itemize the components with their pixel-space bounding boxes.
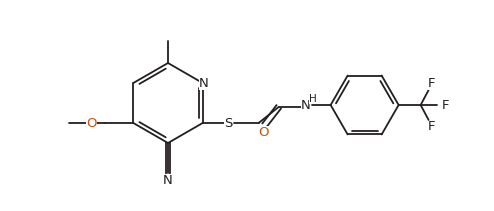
Text: H: H [309,94,317,104]
Text: N: N [199,77,208,89]
Text: F: F [442,99,450,111]
Text: F: F [428,120,435,134]
Text: S: S [224,116,233,130]
Text: N: N [301,99,311,111]
Text: F: F [428,77,435,89]
Text: O: O [86,116,97,130]
Text: N: N [163,174,173,188]
Text: O: O [258,126,269,138]
